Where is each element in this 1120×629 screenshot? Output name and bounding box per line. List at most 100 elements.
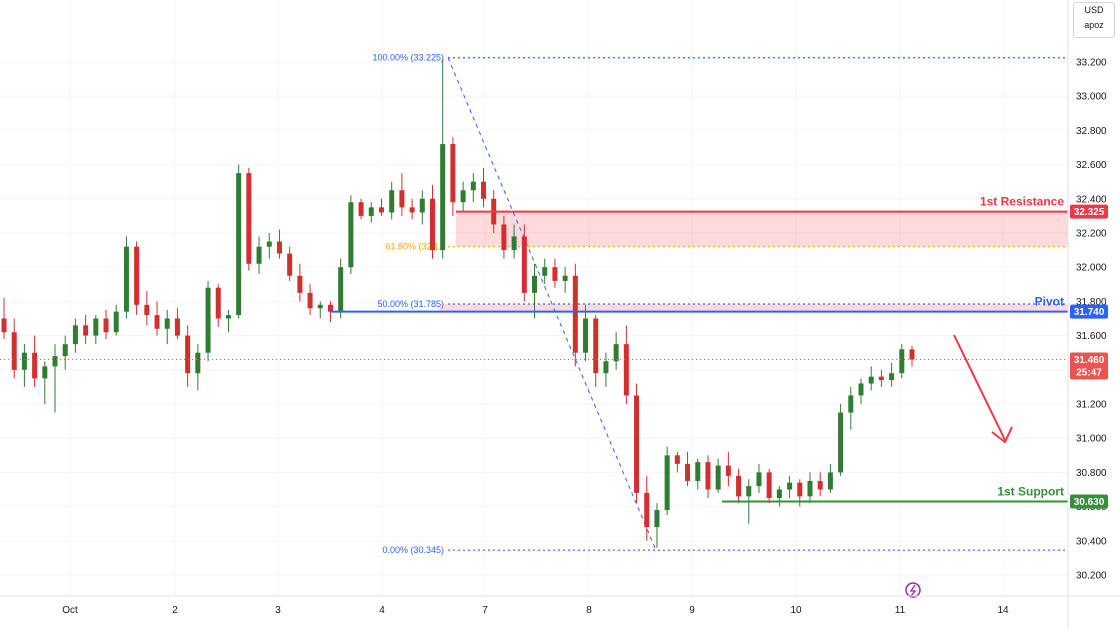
candle (817, 472, 823, 497)
candle (256, 236, 262, 275)
candle (613, 332, 619, 370)
candle (868, 366, 874, 391)
currency-selector[interactable]: USD apoz (1073, 2, 1115, 38)
candle-body (174, 318, 180, 336)
candle-body (542, 267, 548, 276)
candle-body (389, 190, 395, 213)
highlight-zones (440, 211, 1068, 312)
candle-body (827, 472, 833, 490)
time-tick-label: Oct (62, 605, 78, 616)
candle-body (613, 344, 619, 362)
candle-body (32, 352, 38, 379)
candle (654, 503, 660, 548)
candle-body (593, 318, 599, 374)
candle-body (685, 463, 691, 481)
candle-body (225, 315, 231, 319)
time-axis[interactable]: Oct 2 3 4 7 8 9 10 11 14 (0, 595, 1120, 616)
candle (164, 309, 170, 345)
chart-grid (0, 0, 1068, 596)
candle-body (419, 198, 425, 213)
logo-ring (905, 582, 921, 598)
tradingview-logo-icon (905, 582, 921, 598)
candle-body (817, 480, 823, 490)
candle (21, 344, 27, 387)
candle-body (348, 202, 354, 268)
candle (756, 463, 762, 493)
candle (797, 479, 803, 507)
candle-body (797, 482, 803, 497)
candle-body (368, 207, 374, 216)
candle (583, 304, 589, 362)
price-tick-label: 33.000 (1076, 92, 1107, 103)
time-tick-label: 10 (790, 605, 802, 616)
current-price-tag (1070, 352, 1108, 380)
candle (736, 468, 742, 504)
price-tick-label: 32.600 (1076, 160, 1107, 171)
price-tick-label: 32.800 (1076, 126, 1107, 137)
candle (154, 301, 160, 336)
candle (440, 58, 446, 259)
candle (174, 308, 180, 340)
candle (532, 263, 538, 319)
candle (195, 344, 201, 391)
candle-body (450, 144, 456, 203)
candle (848, 386, 854, 430)
time-tick-label: 3 (275, 605, 281, 616)
price-tick-label: 30.800 (1076, 468, 1107, 479)
price-tag (1070, 494, 1108, 509)
candle-body (511, 236, 517, 251)
candle (481, 168, 487, 208)
price-tick-label: 33.200 (1076, 58, 1107, 69)
time-tick-label: 7 (482, 605, 488, 616)
candle (695, 458, 701, 490)
candle-body (756, 472, 762, 487)
fib-level-label: 50.00% (31.785) (377, 299, 444, 309)
candle-body (154, 315, 160, 329)
candle (889, 362, 895, 387)
candle-body (62, 344, 68, 357)
candle-body (215, 287, 221, 319)
candle-body (276, 241, 282, 254)
price-tick-label: 30.200 (1076, 571, 1107, 582)
price-tick-label: 32.200 (1076, 229, 1107, 240)
fibonacci-retracement[interactable]: 100.00% (33.225) 61.80% (32.12 50.00% (31.… (372, 53, 1068, 555)
candle-body (185, 335, 191, 374)
candle (715, 458, 721, 493)
candle-body (327, 304, 333, 312)
price-axis[interactable]: 33.200 33.000 32.800 32.600 32.400 32.200 32.0… (1067, 0, 1108, 629)
candle-body (256, 246, 262, 264)
candle-body (664, 455, 670, 511)
candle-body (603, 361, 609, 374)
candle-body (42, 366, 48, 379)
candle (266, 233, 272, 259)
level-label: 1st Resistance (980, 195, 1064, 209)
candle-body (236, 173, 242, 316)
candle (72, 318, 78, 353)
candle-body (725, 465, 731, 476)
candle-body (644, 492, 650, 528)
candle-body (317, 304, 323, 309)
candle-body (521, 236, 527, 293)
candle (787, 475, 793, 499)
time-tick-label: 9 (689, 605, 695, 616)
candle (62, 335, 68, 370)
candle-body (113, 311, 119, 333)
candle (215, 284, 221, 328)
candle-body (552, 267, 558, 281)
candle (52, 344, 58, 413)
candle (144, 291, 150, 326)
candle-body (429, 198, 435, 251)
candle (766, 468, 772, 504)
time-tick-label: 4 (379, 605, 385, 616)
current-price-label: 31.460 (1074, 355, 1105, 366)
candle (389, 181, 395, 220)
candle (32, 335, 38, 387)
candle-body (868, 376, 874, 384)
candle-body (766, 472, 772, 499)
candle-body (307, 292, 313, 309)
candle (776, 486, 782, 507)
key-levels[interactable]: 1st Resistance Pivot 1st Support (0, 195, 1068, 503)
candle (307, 284, 313, 316)
candle-body (674, 455, 680, 464)
